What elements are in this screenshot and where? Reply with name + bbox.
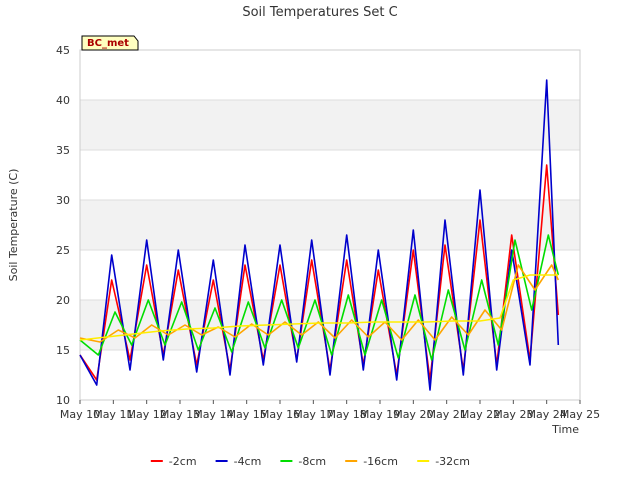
- plot-frame: [79, 49, 581, 401]
- x-tick-label: May 24: [527, 408, 567, 421]
- series-line-32cm: [79, 274, 559, 341]
- chart-title: Soil Temperatures Set C: [242, 5, 397, 20]
- x-tick-label: May 20: [393, 408, 433, 421]
- x-tick-label: May 23: [493, 408, 533, 421]
- x-tick-label: May 18: [327, 408, 367, 421]
- x-axis-label: Time: [551, 423, 579, 436]
- series-line-16cm: [79, 264, 560, 343]
- x-tick-label: May 16: [260, 408, 300, 421]
- legend-label: -8cm: [298, 455, 326, 468]
- legend-label: -2cm: [169, 455, 197, 468]
- plot-background-bands: [80, 100, 580, 350]
- x-tick-label: May 11: [93, 408, 133, 421]
- y-tick-label: 15: [56, 344, 70, 357]
- legend-label: -32cm: [435, 455, 470, 468]
- y-tick-label: 10: [56, 394, 70, 407]
- x-tick-label: May 13: [160, 408, 200, 421]
- series-line-4cm: [79, 79, 560, 391]
- y-tick-label: 35: [56, 144, 70, 157]
- y-tick-label: 45: [56, 44, 70, 57]
- x-tick-label: May 25: [560, 408, 600, 421]
- y-tick-label: 40: [56, 94, 70, 107]
- legend: -2cm -4cm -8cm -16cm -32cm: [150, 455, 470, 468]
- y-tick-label: 25: [56, 244, 70, 257]
- x-tick-label: May 21: [427, 408, 467, 421]
- x-tick-label: May 19: [360, 408, 400, 421]
- y-tick-label: 30: [56, 194, 70, 207]
- y-tick-label: 20: [56, 294, 70, 307]
- background-band: [80, 200, 580, 250]
- site-label-tag: BC_met: [81, 35, 139, 51]
- y-axis-ticks: 10 15 20 25 30 35 40 45: [56, 44, 70, 407]
- site-label-text: BC_met: [87, 38, 129, 49]
- x-tick-label: May 17: [293, 408, 333, 421]
- x-tick-label: May 12: [127, 408, 167, 421]
- x-tick-label: May 14: [193, 408, 233, 421]
- legend-label: -4cm: [234, 455, 262, 468]
- x-tick-label: May 10: [60, 408, 100, 421]
- background-band: [80, 100, 580, 150]
- x-tick-label: May 22: [460, 408, 500, 421]
- y-axis-label: Soil Temperature (C): [7, 169, 20, 282]
- series-lines: [79, 79, 560, 391]
- x-tick-label: May 15: [227, 408, 267, 421]
- legend-label: -16cm: [363, 455, 398, 468]
